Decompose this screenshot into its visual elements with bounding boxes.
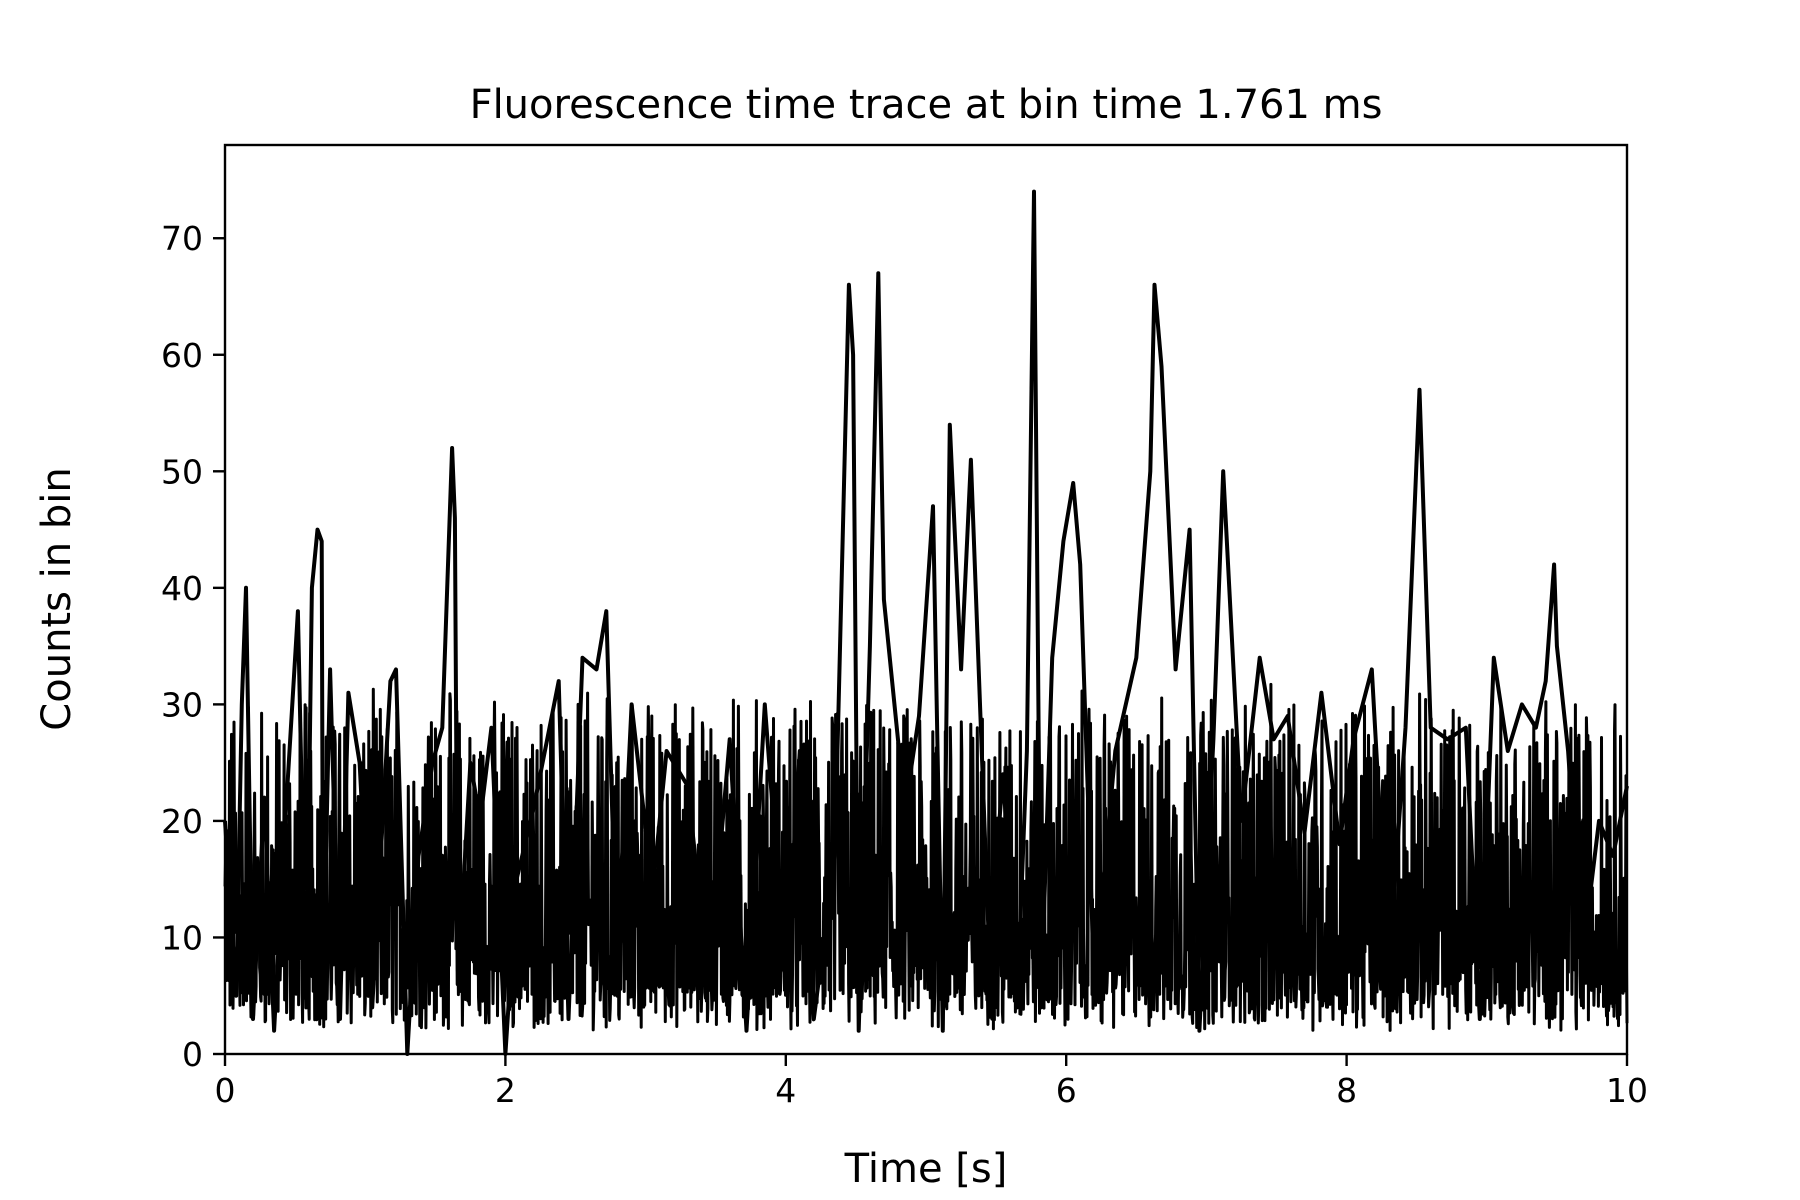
y-tick-label: 30 [161,685,203,724]
chart-title: Fluorescence time trace at bin time 1.76… [470,82,1383,128]
y-tick-label: 50 [161,452,203,491]
x-tick-label: 6 [1056,1071,1077,1110]
x-axis: 0 2 4 6 8 10 [215,1054,1648,1110]
x-tick-label: 10 [1606,1071,1648,1110]
y-tick-label: 10 [161,918,203,957]
y-tick-label: 60 [161,336,203,375]
plot-frame [223,143,1629,1056]
y-tick-label: 20 [161,802,203,841]
y-axis: 0 10 20 30 40 50 60 70 [161,219,225,1074]
x-tick-label: 0 [215,1071,236,1110]
y-tick-label: 0 [182,1035,203,1074]
plot-area [223,189,1629,1056]
x-axis-label: Time [s] [844,1146,1008,1192]
y-tick-label: 40 [161,569,203,608]
x-tick-label: 2 [495,1071,516,1110]
series-line-0 [223,189,1629,1056]
x-tick-label: 4 [775,1071,796,1110]
y-tick-label: 70 [161,219,203,258]
x-tick-label: 8 [1336,1071,1357,1110]
y-axis-label: Counts in bin [34,467,80,730]
